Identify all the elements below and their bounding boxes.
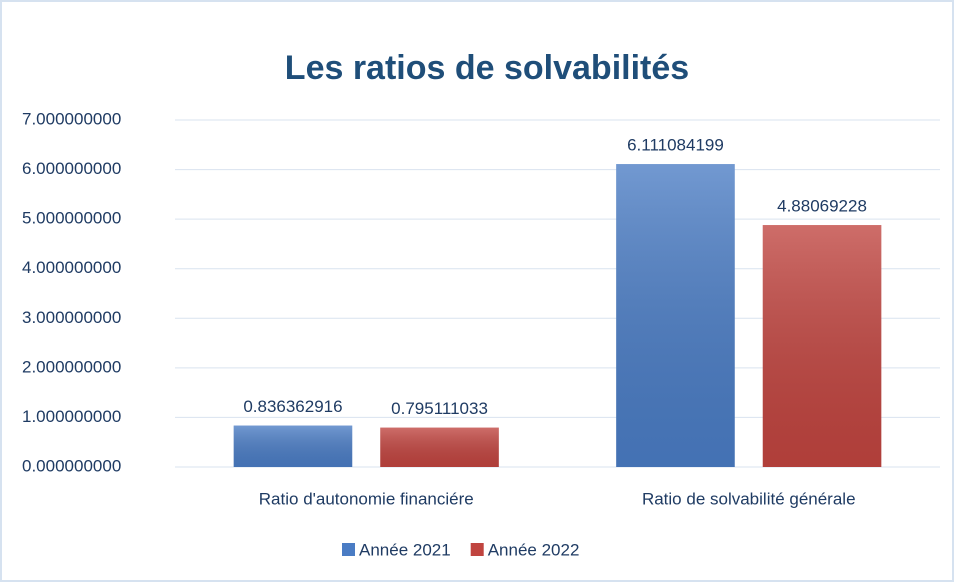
bar-shade bbox=[233, 425, 353, 467]
data-label: 4.88069228 bbox=[777, 197, 867, 216]
y-tick-label: 6.000000000 bbox=[22, 159, 121, 178]
y-tick-label: 5.000000000 bbox=[22, 209, 121, 228]
data-label: 0.836362916 bbox=[243, 397, 342, 416]
bar-shade bbox=[762, 225, 882, 467]
y-tick-label: 7.000000000 bbox=[22, 109, 121, 128]
bar-shade bbox=[380, 427, 499, 467]
data-label: 6.111084199 bbox=[627, 136, 724, 155]
legend-label: Année 2022 bbox=[488, 540, 580, 559]
y-tick-label: 2.000000000 bbox=[22, 357, 121, 376]
bar-shade bbox=[616, 164, 735, 467]
chart-title: Les ratios de solvabilités bbox=[285, 49, 689, 87]
y-tick-label: 4.000000000 bbox=[22, 258, 121, 277]
data-label: 0.795111033 bbox=[391, 399, 488, 418]
x-tick-label: Ratio d'autonomie financiére bbox=[259, 489, 474, 508]
y-tick-label: 3.000000000 bbox=[22, 308, 121, 327]
y-tick-label: 0.000000000 bbox=[22, 456, 121, 475]
legend-label: Année 2021 bbox=[359, 540, 451, 559]
y-tick-label: 1.000000000 bbox=[22, 407, 121, 426]
legend-swatch bbox=[470, 543, 484, 556]
legend-swatch bbox=[342, 543, 355, 556]
x-tick-label: Ratio de solvabilité générale bbox=[642, 489, 856, 508]
